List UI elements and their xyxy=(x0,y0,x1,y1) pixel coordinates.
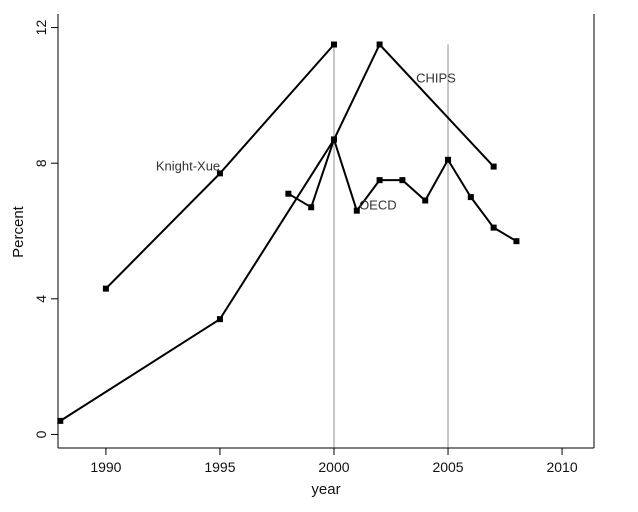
data-point xyxy=(308,204,315,211)
data-point xyxy=(376,177,383,184)
annotation-knight-xue: Knight-Xue xyxy=(156,159,220,174)
x-axis-ticks: 1990 1995 2000 2005 2010 xyxy=(90,448,578,475)
annotation-oecd: OECD xyxy=(359,198,397,213)
annotation-layer: Knight-Xue CHIPS OECD xyxy=(156,70,456,212)
y-tick-label: 4 xyxy=(33,295,49,303)
points-layer xyxy=(57,41,520,424)
series-line-2 xyxy=(59,42,495,422)
data-point xyxy=(285,190,292,197)
data-point xyxy=(422,197,429,204)
y-tick-label: 12 xyxy=(33,20,49,36)
y-tick-label: 0 xyxy=(33,430,49,438)
reference-lines xyxy=(332,44,450,448)
y-tick-label: 8 xyxy=(33,159,49,167)
y-axis-title: Percent xyxy=(10,205,27,258)
data-point xyxy=(467,194,474,201)
data-point xyxy=(102,285,109,292)
data-point xyxy=(445,156,452,163)
data-point xyxy=(490,224,497,231)
data-point xyxy=(216,316,223,323)
x-tick-label: 1990 xyxy=(90,459,121,475)
data-point xyxy=(353,207,360,214)
data-point xyxy=(57,417,64,424)
x-tick-label: 2010 xyxy=(546,459,577,475)
data-point xyxy=(376,41,383,48)
annotation-chips: CHIPS xyxy=(416,70,456,85)
x-tick-label: 1995 xyxy=(204,459,235,475)
data-point xyxy=(490,163,497,170)
x-tick-label: 2005 xyxy=(432,459,463,475)
data-point xyxy=(330,136,337,143)
x-tick-label: 2000 xyxy=(318,459,349,475)
y-axis-ticks: 0 4 8 12 xyxy=(33,20,58,438)
x-axis-title: year xyxy=(311,481,340,498)
data-point xyxy=(513,238,520,245)
data-point xyxy=(330,41,337,48)
data-point xyxy=(216,170,223,177)
data-point xyxy=(399,177,406,184)
